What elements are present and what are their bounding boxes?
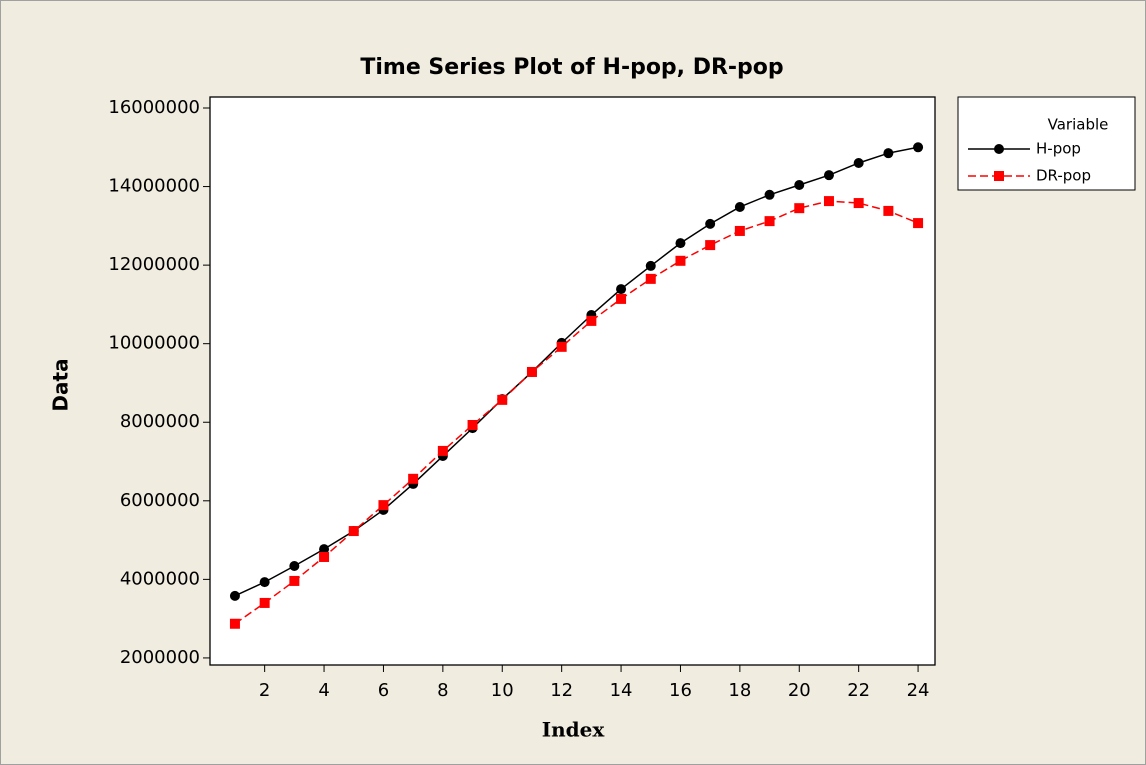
chart-title: Time Series Plot of H-pop, DR-pop [360,55,783,80]
y-tick-label: 10000000 [108,333,200,354]
y-tick-label: 4000000 [120,568,200,589]
legend-marker [994,171,1004,181]
x-axis-label: Index [542,718,606,742]
x-tick-label: 16 [669,680,692,701]
marker [319,551,330,562]
marker [764,216,775,227]
x-tick-label: 20 [788,680,811,701]
marker [853,198,864,209]
marker [586,315,597,326]
x-tick-label: 8 [437,680,448,701]
y-tick-label: 8000000 [120,411,200,432]
marker [883,205,894,216]
marker [259,577,270,588]
y-tick-label: 6000000 [120,490,200,511]
marker [437,445,448,456]
legend-title: Variable [1048,116,1109,134]
marker [913,218,924,229]
marker [734,201,745,212]
x-tick-label: 14 [610,680,633,701]
marker [705,218,716,229]
y-tick-label: 12000000 [108,254,200,275]
marker [616,284,627,295]
marker [319,544,330,555]
legend-label: H-pop [1036,140,1081,158]
marker [229,618,240,629]
marker [289,561,300,572]
marker [675,255,686,266]
marker [556,341,567,352]
legend-label: DR-pop [1036,167,1091,185]
x-tick-label: 18 [728,680,751,701]
marker [705,240,716,251]
marker [497,394,508,405]
marker [675,238,686,249]
marker [645,260,656,271]
marker [734,225,745,236]
x-tick-label: 12 [550,680,573,701]
y-tick-label: 14000000 [108,176,200,197]
x-tick-label: 22 [847,680,870,701]
legend-marker [994,144,1004,154]
marker [794,179,805,190]
x-tick-label: 4 [318,680,329,701]
marker [645,273,656,284]
marker [883,148,894,159]
marker [794,203,805,214]
x-tick-label: 10 [491,680,514,701]
marker [823,196,834,207]
marker [229,590,240,601]
marker [408,473,419,484]
marker [348,526,359,537]
x-tick-label: 24 [907,680,930,701]
marker [467,419,478,430]
y-tick-label: 16000000 [108,97,200,118]
marker [823,170,834,181]
marker [378,500,389,511]
marker [913,142,924,153]
marker [259,597,270,608]
marker [616,293,627,304]
y-tick-label: 2000000 [120,647,200,668]
marker [289,575,300,586]
legend-box [957,96,1136,191]
y-axis-label: Data [49,358,73,411]
x-tick-label: 6 [378,680,389,701]
marker [526,366,537,377]
marker [853,157,864,168]
marker [764,189,775,200]
x-tick-label: 2 [259,680,270,701]
plot-area [209,96,936,666]
